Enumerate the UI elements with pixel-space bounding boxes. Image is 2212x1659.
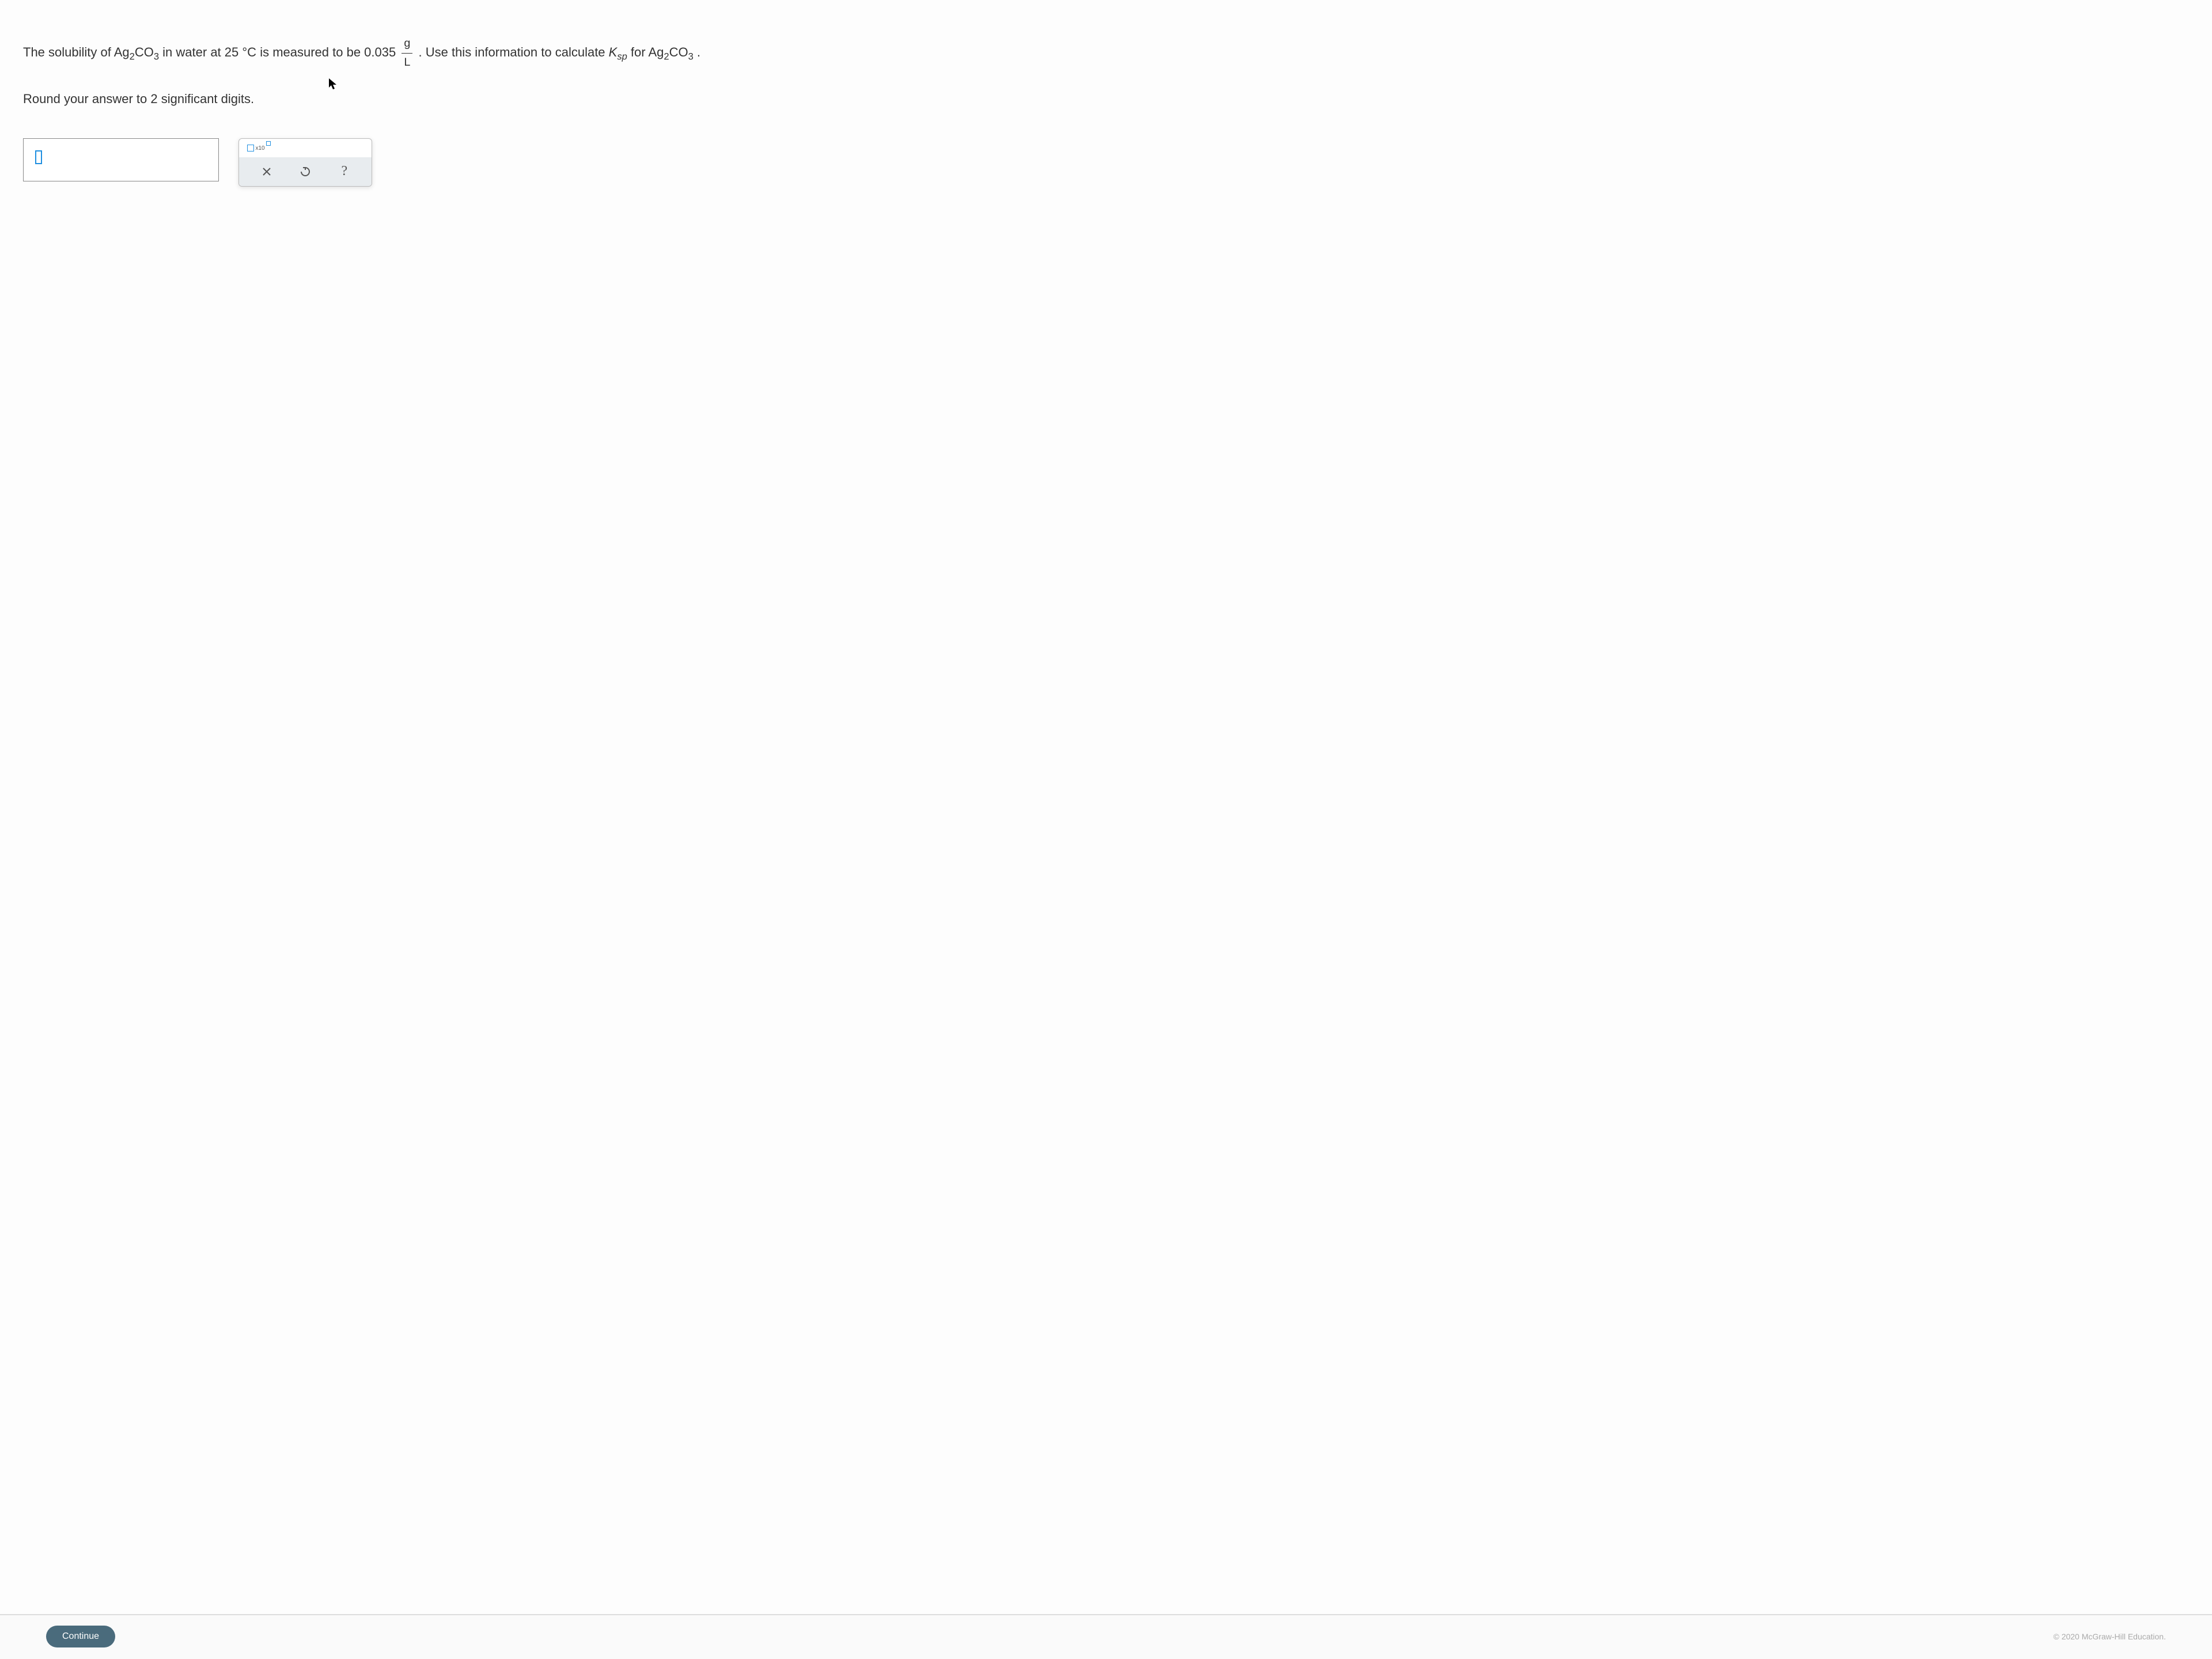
scientific-notation-button[interactable]: x10	[239, 139, 372, 157]
temperature: 25 °C	[225, 45, 256, 59]
answer-row: x10 ?	[23, 138, 2189, 187]
question-page: The solubility of Ag2CO3 in water at 25 …	[0, 0, 2212, 1659]
instruction-text: Round your answer to 2 significant digit…	[23, 89, 2189, 109]
solubility-value: 0.035	[364, 45, 396, 59]
help-button[interactable]: ?	[333, 163, 356, 180]
footer: Continue © 2020 McGraw-Hill Education.	[0, 1614, 2212, 1659]
unit-fraction: g L	[402, 35, 412, 71]
answer-placeholder-icon	[35, 150, 42, 164]
exponent-box-icon	[266, 141, 271, 146]
tool-panel: x10 ?	[238, 138, 372, 187]
question-mark-icon: ?	[341, 164, 347, 179]
sig-digits: 2	[150, 92, 157, 106]
clear-button[interactable]	[255, 163, 278, 180]
mantissa-box-icon	[247, 145, 254, 151]
x10-label: x10	[255, 145, 264, 151]
copyright-text: © 2020 McGraw-Hill Education.	[2053, 1632, 2166, 1641]
answer-input[interactable]	[23, 138, 219, 181]
reset-button[interactable]	[294, 163, 317, 180]
continue-button[interactable]: Continue	[46, 1626, 115, 1647]
x-icon	[261, 166, 272, 177]
cursor-icon	[328, 78, 338, 90]
question-text: The solubility of Ag2CO3 in water at 25 …	[23, 35, 2189, 71]
ksp-symbol: Ksp	[609, 45, 631, 59]
compound-2: Ag2CO3	[648, 45, 696, 59]
q-prefix: The solubility of	[23, 45, 114, 59]
tool-bottom-row: ?	[239, 157, 372, 186]
undo-icon	[300, 166, 311, 177]
compound-1: Ag2CO3	[114, 45, 162, 59]
